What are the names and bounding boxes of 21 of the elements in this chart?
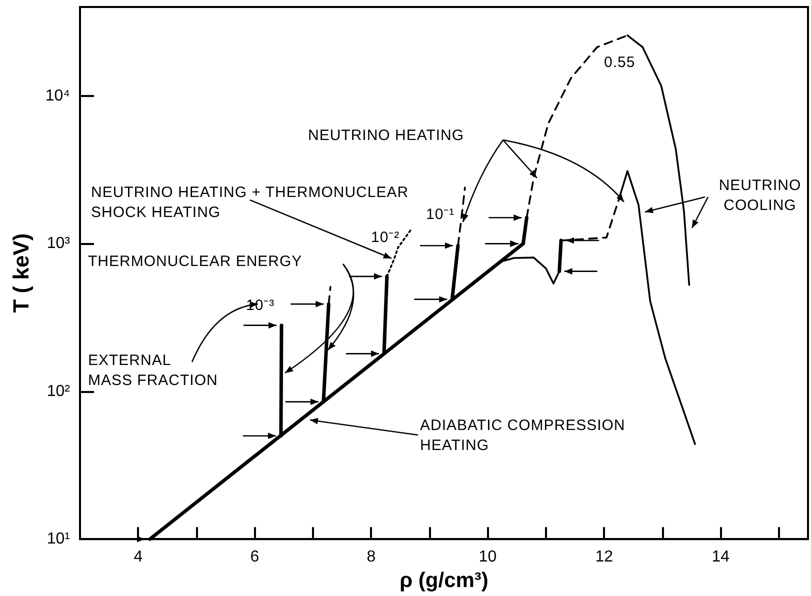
annotation: NEUTRINO COOLING [718,177,802,214]
annotation: 10⁻² [371,229,400,246]
x-tick-label: 12 [595,548,614,566]
x-tick-label: 4 [134,548,143,566]
x-tick-label: 14 [712,548,730,566]
annotation: 0.55 [604,54,636,71]
annotation: NEUTRINO HEATING [308,127,464,144]
annotation: THERMONUCLEAR ENERGY [88,253,302,270]
x-tick-label: 8 [366,548,376,566]
annotation: EXTERNAL MASS FRACTION [88,352,218,389]
y-axis-title: T ( keV) [8,233,34,313]
y-tick-label: 10¹ [46,530,70,548]
annotation: 10⁻¹ [426,206,455,223]
x-axis-title: ρ (g/cm³) [400,569,488,592]
x-tick-label: 6 [250,548,260,566]
y-tick-label: 10⁴ [45,87,70,104]
x-tick-label: 10 [478,548,497,566]
annotation: ADIABATIC COMPRESSION HEATING [420,417,626,454]
y-tick-label: 10² [46,382,71,400]
annotation: NEUTRINO HEATING + THERMONUCLEAR SHOCK HEATING [91,184,409,221]
y-tick-label: 10³ [46,235,71,252]
